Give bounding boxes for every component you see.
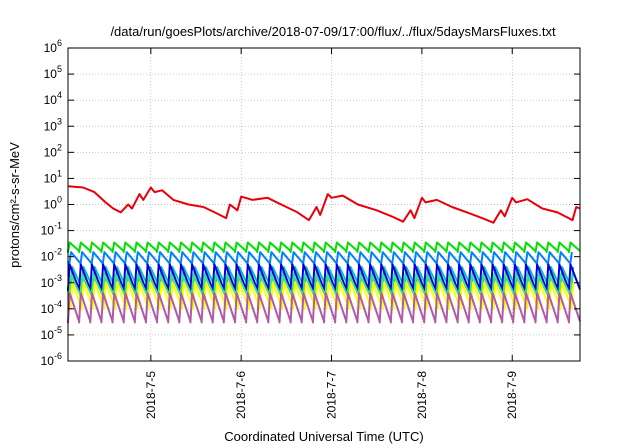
y-tick-label: 106 — [44, 38, 62, 55]
y-tick-label: 10-4 — [41, 299, 62, 316]
x-tick-label: 2018-7-6 — [234, 371, 248, 419]
y-tick-label: 102 — [44, 142, 62, 159]
x-axis: 2018-7-5 2018-7-6 2018-7-7 2018-7-8 2018-7-9 — [144, 48, 519, 419]
y-tick-label: 101 — [44, 168, 62, 185]
flux-series-line — [67, 251, 573, 266]
y-tick-label: 10-2 — [41, 247, 62, 264]
flux-series-line — [67, 281, 575, 310]
x-tick-label: 2018-7-5 — [144, 371, 158, 419]
flux-series-line — [67, 185, 581, 224]
y-tick-label: 10-6 — [41, 351, 62, 368]
series-layer — [67, 185, 581, 324]
y-tick-label: 10-1 — [41, 221, 62, 238]
x-axis-label: Coordinated Universal Time (UTC) — [224, 429, 423, 444]
y-tick-label: 104 — [44, 90, 62, 107]
flux-series-line — [67, 241, 581, 254]
y-tick-label: 10-5 — [41, 325, 62, 342]
y-tick-label: 100 — [44, 195, 62, 212]
x-tick-label: 2018-7-9 — [505, 371, 519, 419]
y-tick-label: 105 — [44, 64, 62, 81]
y-tick-label: 10-3 — [41, 273, 62, 290]
y-axis-label: protons/cm²-s-sr-MeV — [7, 142, 22, 268]
y-axis: 106 105 104 103 102 101 100 10-1 10-2 10-3 10-4 10-… — [41, 38, 580, 368]
y-tick-label: 103 — [44, 116, 62, 133]
flux-series-line — [67, 292, 581, 324]
chart-title: /data/run/goesPlots/archive/2018-07-09/1… — [110, 24, 556, 39]
x-tick-label: 2018-7-8 — [415, 371, 429, 419]
x-tick-label: 2018-7-7 — [325, 371, 339, 419]
